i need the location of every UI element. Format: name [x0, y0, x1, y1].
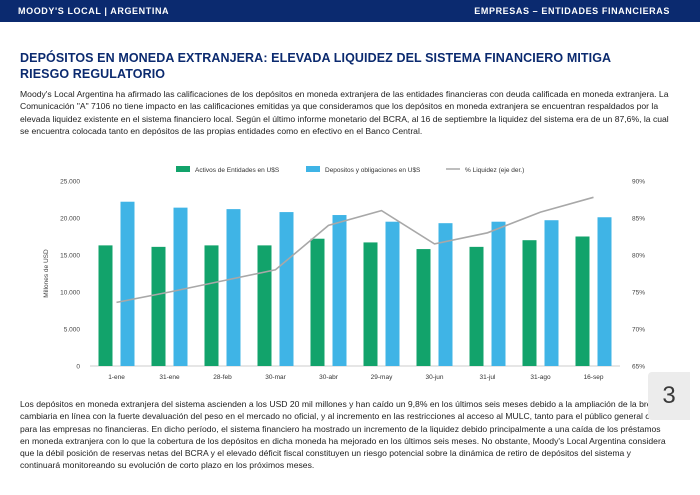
bar-activos: [469, 246, 484, 366]
x-tick-label: 30-mar: [265, 374, 286, 381]
bar-depositos: [226, 209, 241, 366]
legend-swatch: [306, 166, 320, 172]
bar-activos: [257, 245, 272, 366]
x-tick-label: 31-ene: [159, 374, 180, 381]
legend-label: Activos de Entidades en U$S: [195, 167, 280, 174]
legend-swatch: [176, 166, 190, 172]
bar-activos: [98, 245, 113, 366]
section-title: DEPÓSITOS EN MONEDA EXTRANJERA: ELEVADA …: [20, 51, 611, 81]
x-tick-label: 31-jul: [480, 374, 496, 381]
y-axis-label: Millones de USD: [43, 249, 50, 298]
x-tick-label: 28-feb: [213, 374, 232, 381]
bar-depositos: [332, 215, 347, 366]
bar-depositos: [385, 221, 400, 366]
bar-depositos: [597, 217, 612, 366]
x-tick-label: 16-sep: [584, 374, 604, 381]
bar-depositos: [173, 207, 188, 366]
y-tick-label: 25.000: [60, 179, 80, 186]
x-tick-label: 30-abr: [319, 374, 339, 381]
header-left-label: MOODY'S LOCAL | ARGENTINA: [18, 6, 170, 16]
y-tick-label: 5.000: [64, 327, 81, 334]
bar-depositos: [544, 220, 559, 366]
bar-depositos: [491, 221, 506, 366]
y-right-tick-label: 85%: [632, 216, 645, 223]
bar-activos: [363, 242, 378, 366]
bar-activos: [575, 236, 590, 366]
bar-activos: [310, 238, 325, 366]
y-right-tick-label: 80%: [632, 253, 645, 260]
legend-label: % Liquidez (eje der.): [465, 167, 524, 174]
y-right-tick-label: 90%: [632, 179, 645, 186]
bar-depositos: [438, 223, 453, 366]
bar-activos: [522, 240, 537, 366]
legend-label: Depositos y obligaciones en U$S: [325, 167, 421, 174]
bar-activos: [151, 246, 166, 366]
header-bar: MOODY'S LOCAL | ARGENTINA EMPRESAS – ENT…: [0, 0, 700, 22]
line-liquidez: [116, 196, 594, 304]
y-right-tick-label: 70%: [632, 327, 645, 334]
y-tick-label: 15.000: [60, 253, 80, 260]
deposits-chart: Activos de Entidades en U$S Depositos y o…: [43, 166, 645, 381]
x-tick-label: 1-ene: [108, 374, 125, 381]
bar-depositos: [279, 212, 294, 366]
page-number: 3: [648, 372, 690, 420]
y-tick-label: 0: [76, 364, 80, 371]
body-paragraph: Los depósitos en moneda extranjera del s…: [20, 399, 667, 471]
bar-activos: [204, 245, 219, 366]
y-tick-label: 20.000: [60, 216, 80, 223]
x-tick-label: 31-ago: [530, 374, 551, 381]
bar-activos: [416, 249, 431, 366]
y-tick-label: 10.000: [60, 290, 80, 297]
header-right-label: EMPRESAS – ENTIDADES FINANCIERAS: [474, 6, 670, 16]
x-tick-label: 29-may: [371, 374, 393, 381]
y-right-tick-label: 75%: [632, 290, 645, 297]
x-tick-label: 30-jun: [425, 374, 443, 381]
intro-paragraph: Moody's Local Argentina ha afirmado las …: [20, 89, 669, 136]
y-right-tick-label: 65%: [632, 364, 645, 371]
bar-depositos: [120, 201, 135, 366]
